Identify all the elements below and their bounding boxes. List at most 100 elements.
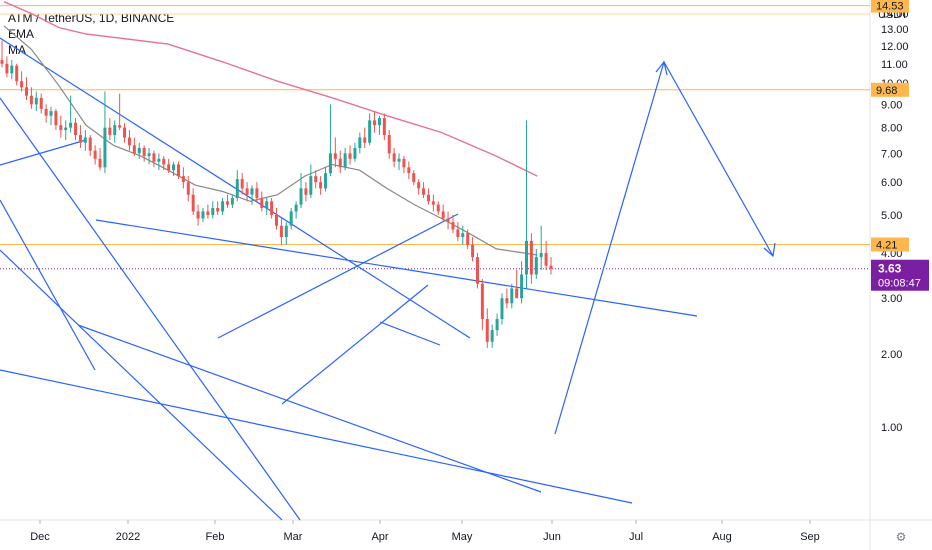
candle[interactable]	[319, 176, 323, 195]
trendline-2[interactable]	[0, 199, 96, 371]
trendline-7[interactable]	[77, 324, 542, 493]
candle[interactable]	[235, 170, 239, 202]
candle[interactable]	[363, 127, 367, 148]
candle[interactable]	[211, 201, 215, 219]
candle[interactable]	[475, 252, 479, 289]
candle[interactable]	[284, 222, 288, 245]
candle[interactable]	[539, 225, 543, 271]
candle[interactable]	[181, 167, 185, 189]
candle[interactable]	[172, 161, 176, 177]
candle[interactable]	[275, 208, 278, 230]
candle[interactable]	[495, 313, 499, 336]
candle[interactable]	[74, 118, 78, 141]
candle[interactable]	[260, 191, 264, 212]
candle[interactable]	[64, 120, 68, 141]
candle[interactable]	[250, 185, 254, 205]
candle[interactable]	[382, 113, 386, 141]
candle[interactable]	[505, 288, 509, 309]
candle[interactable]	[20, 71, 24, 92]
candle[interactable]	[279, 218, 283, 245]
candle[interactable]	[255, 182, 259, 202]
candle[interactable]	[304, 182, 308, 202]
candle[interactable]	[49, 106, 53, 126]
candle[interactable]	[15, 63, 19, 86]
candle[interactable]	[137, 142, 141, 159]
candle[interactable]	[343, 147, 347, 171]
candle[interactable]	[69, 95, 73, 133]
gear-icon[interactable]: ⚙	[896, 530, 907, 544]
projection-path[interactable]	[554, 60, 774, 435]
candle[interactable]	[103, 91, 107, 174]
candle[interactable]	[25, 77, 29, 101]
candle[interactable]	[358, 132, 362, 154]
candle[interactable]	[436, 201, 440, 215]
candle[interactable]	[54, 108, 58, 131]
candle[interactable]	[373, 111, 377, 133]
candle[interactable]	[216, 201, 220, 215]
candle[interactable]	[368, 113, 372, 146]
candle[interactable]	[515, 270, 519, 299]
candle[interactable]	[10, 60, 14, 80]
candle[interactable]	[240, 173, 244, 195]
candle[interactable]	[29, 87, 33, 109]
candle[interactable]	[147, 147, 151, 165]
trendline-5[interactable]	[0, 139, 87, 166]
candle[interactable]	[422, 182, 426, 198]
candle[interactable]	[456, 222, 460, 241]
candle[interactable]	[426, 188, 430, 205]
candle[interactable]	[294, 201, 298, 219]
trendline-0[interactable]	[0, 37, 471, 339]
candle[interactable]	[191, 188, 195, 215]
candle[interactable]	[186, 176, 190, 202]
candle[interactable]	[387, 130, 391, 159]
candle[interactable]	[152, 150, 156, 168]
candle[interactable]	[34, 91, 38, 112]
candle[interactable]	[289, 208, 293, 230]
candle[interactable]	[98, 147, 102, 171]
candle[interactable]	[485, 308, 489, 348]
candle[interactable]	[524, 120, 528, 289]
candle[interactable]	[157, 153, 161, 171]
candle[interactable]	[142, 145, 146, 162]
candle[interactable]	[206, 204, 210, 219]
candle[interactable]	[407, 161, 411, 180]
candle[interactable]	[83, 130, 87, 151]
candle[interactable]	[441, 204, 445, 223]
candle[interactable]	[221, 197, 225, 215]
candle[interactable]	[176, 161, 180, 180]
candle[interactable]	[225, 194, 229, 209]
candle[interactable]	[59, 115, 63, 138]
candle[interactable]	[5, 56, 9, 78]
candle[interactable]	[353, 142, 357, 162]
candle[interactable]	[324, 167, 328, 192]
candle[interactable]	[93, 145, 97, 165]
candle[interactable]	[461, 225, 465, 245]
trendline-1[interactable]	[0, 97, 301, 521]
candle[interactable]	[466, 229, 470, 249]
candle[interactable]	[196, 204, 200, 226]
candle[interactable]	[397, 153, 401, 171]
candle[interactable]	[0, 40, 4, 68]
candle[interactable]	[520, 261, 524, 304]
candle[interactable]	[328, 104, 332, 177]
candle[interactable]	[529, 233, 533, 284]
trendline-4[interactable]	[0, 369, 633, 504]
candle[interactable]	[431, 194, 435, 212]
candle[interactable]	[534, 248, 538, 280]
candle[interactable]	[348, 145, 352, 165]
candle[interactable]	[88, 135, 92, 157]
trendline-9[interactable]	[281, 284, 429, 405]
candle[interactable]	[265, 197, 269, 215]
candle[interactable]	[39, 93, 43, 114]
candle[interactable]	[44, 104, 48, 123]
candle[interactable]	[377, 115, 381, 136]
candle[interactable]	[123, 122, 127, 143]
candle[interactable]	[162, 156, 166, 171]
candle[interactable]	[78, 125, 82, 148]
candle[interactable]	[544, 240, 548, 271]
trendline-3[interactable]	[0, 249, 283, 521]
candle[interactable]	[510, 283, 514, 309]
candle[interactable]	[314, 170, 318, 189]
candle[interactable]	[245, 182, 249, 202]
candle[interactable]	[446, 211, 450, 230]
